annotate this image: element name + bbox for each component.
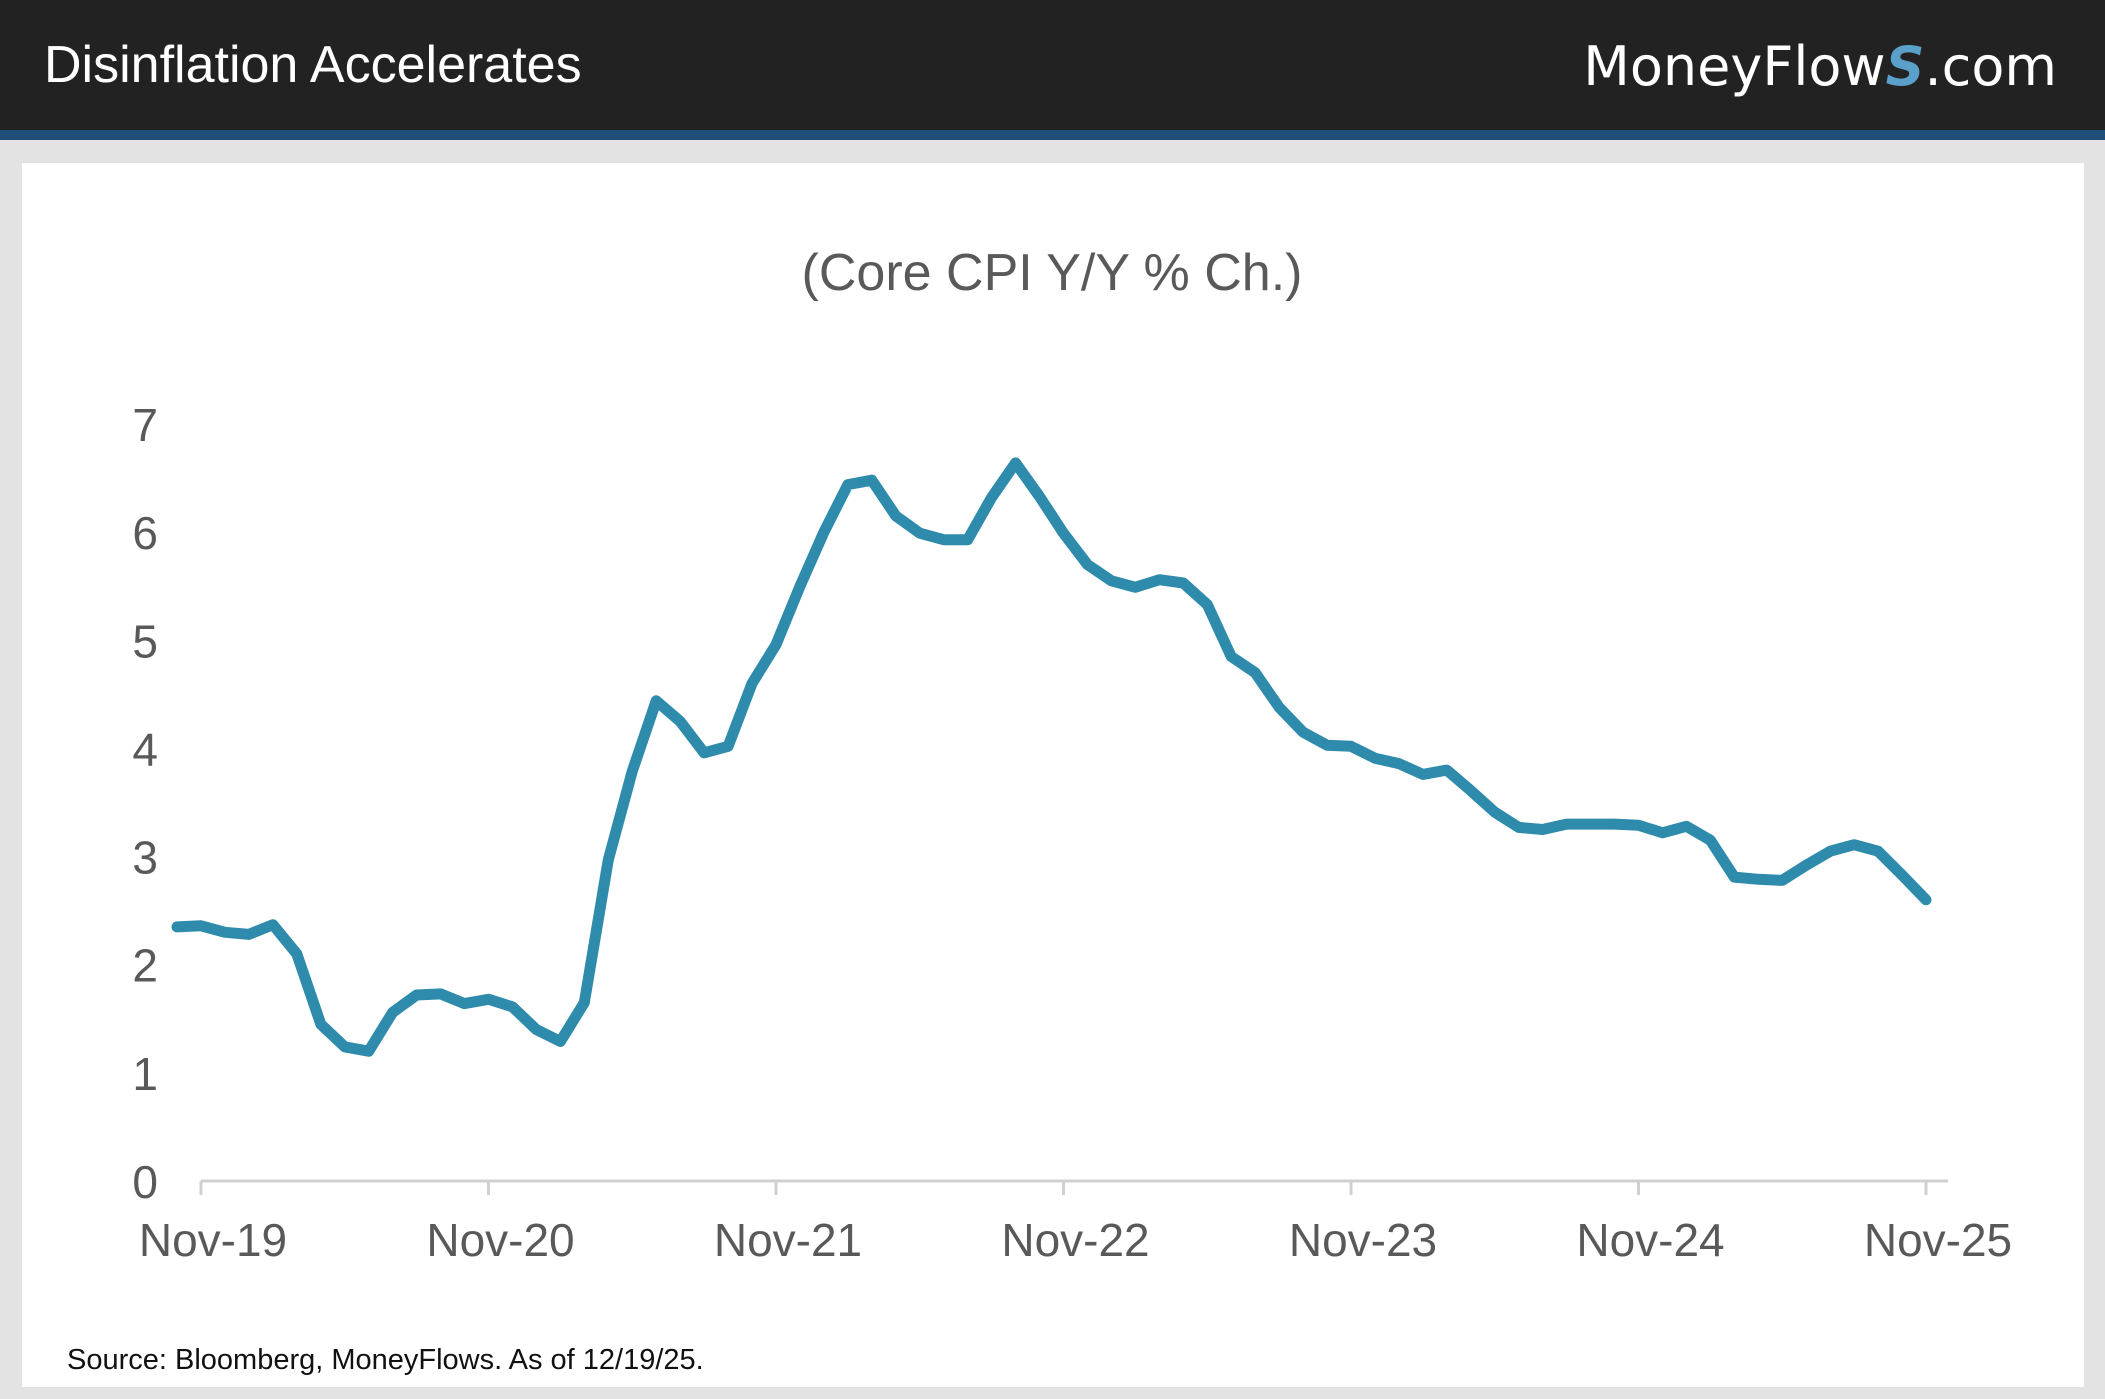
y-axis: 0 1 2 3 4 5 6 7 xyxy=(132,399,158,1208)
y-tick-label: 2 xyxy=(132,940,158,992)
brand-logo: MoneyFlow S .com xyxy=(1583,32,2057,102)
y-tick-label: 6 xyxy=(132,507,158,559)
y-tick-label: 3 xyxy=(132,832,158,884)
x-tick-label: Nov-25 xyxy=(1864,1214,2012,1266)
y-tick-label: 0 xyxy=(132,1156,158,1208)
x-tick-label: Nov-19 xyxy=(139,1214,287,1266)
y-tick-label: 4 xyxy=(132,723,158,775)
series-layer xyxy=(171,457,1932,1057)
page-title: Disinflation Accelerates xyxy=(44,36,582,94)
header-divider xyxy=(0,130,2105,140)
series-line xyxy=(171,457,1932,1057)
header-bar xyxy=(0,0,2105,130)
x-tick-label: Nov-23 xyxy=(1289,1214,1437,1266)
y-tick-label: 1 xyxy=(132,1048,158,1100)
brand-name: MoneyFlow xyxy=(1583,35,1886,98)
chart-panel xyxy=(22,163,2084,1387)
y-tick-label: 7 xyxy=(132,399,158,451)
x-axis: Nov-19 Nov-20 Nov-21 Nov-22 Nov-23 Nov-24 Nov-… xyxy=(139,1179,2012,1266)
x-tick-label: Nov-22 xyxy=(1001,1214,1149,1266)
brand-domain: .com xyxy=(1924,35,2058,98)
brand-mark: S xyxy=(1885,35,1925,98)
y-tick-label: 5 xyxy=(132,615,158,667)
x-tick-label: Nov-20 xyxy=(426,1214,574,1266)
x-tick-label: Nov-24 xyxy=(1576,1214,1724,1266)
x-tick-label: Nov-21 xyxy=(714,1214,862,1266)
source-note: Source: Bloomberg, MoneyFlows. As of 12/… xyxy=(67,1344,704,1376)
chart-title: (Core CPI Y/Y % Ch.) xyxy=(802,244,1303,302)
